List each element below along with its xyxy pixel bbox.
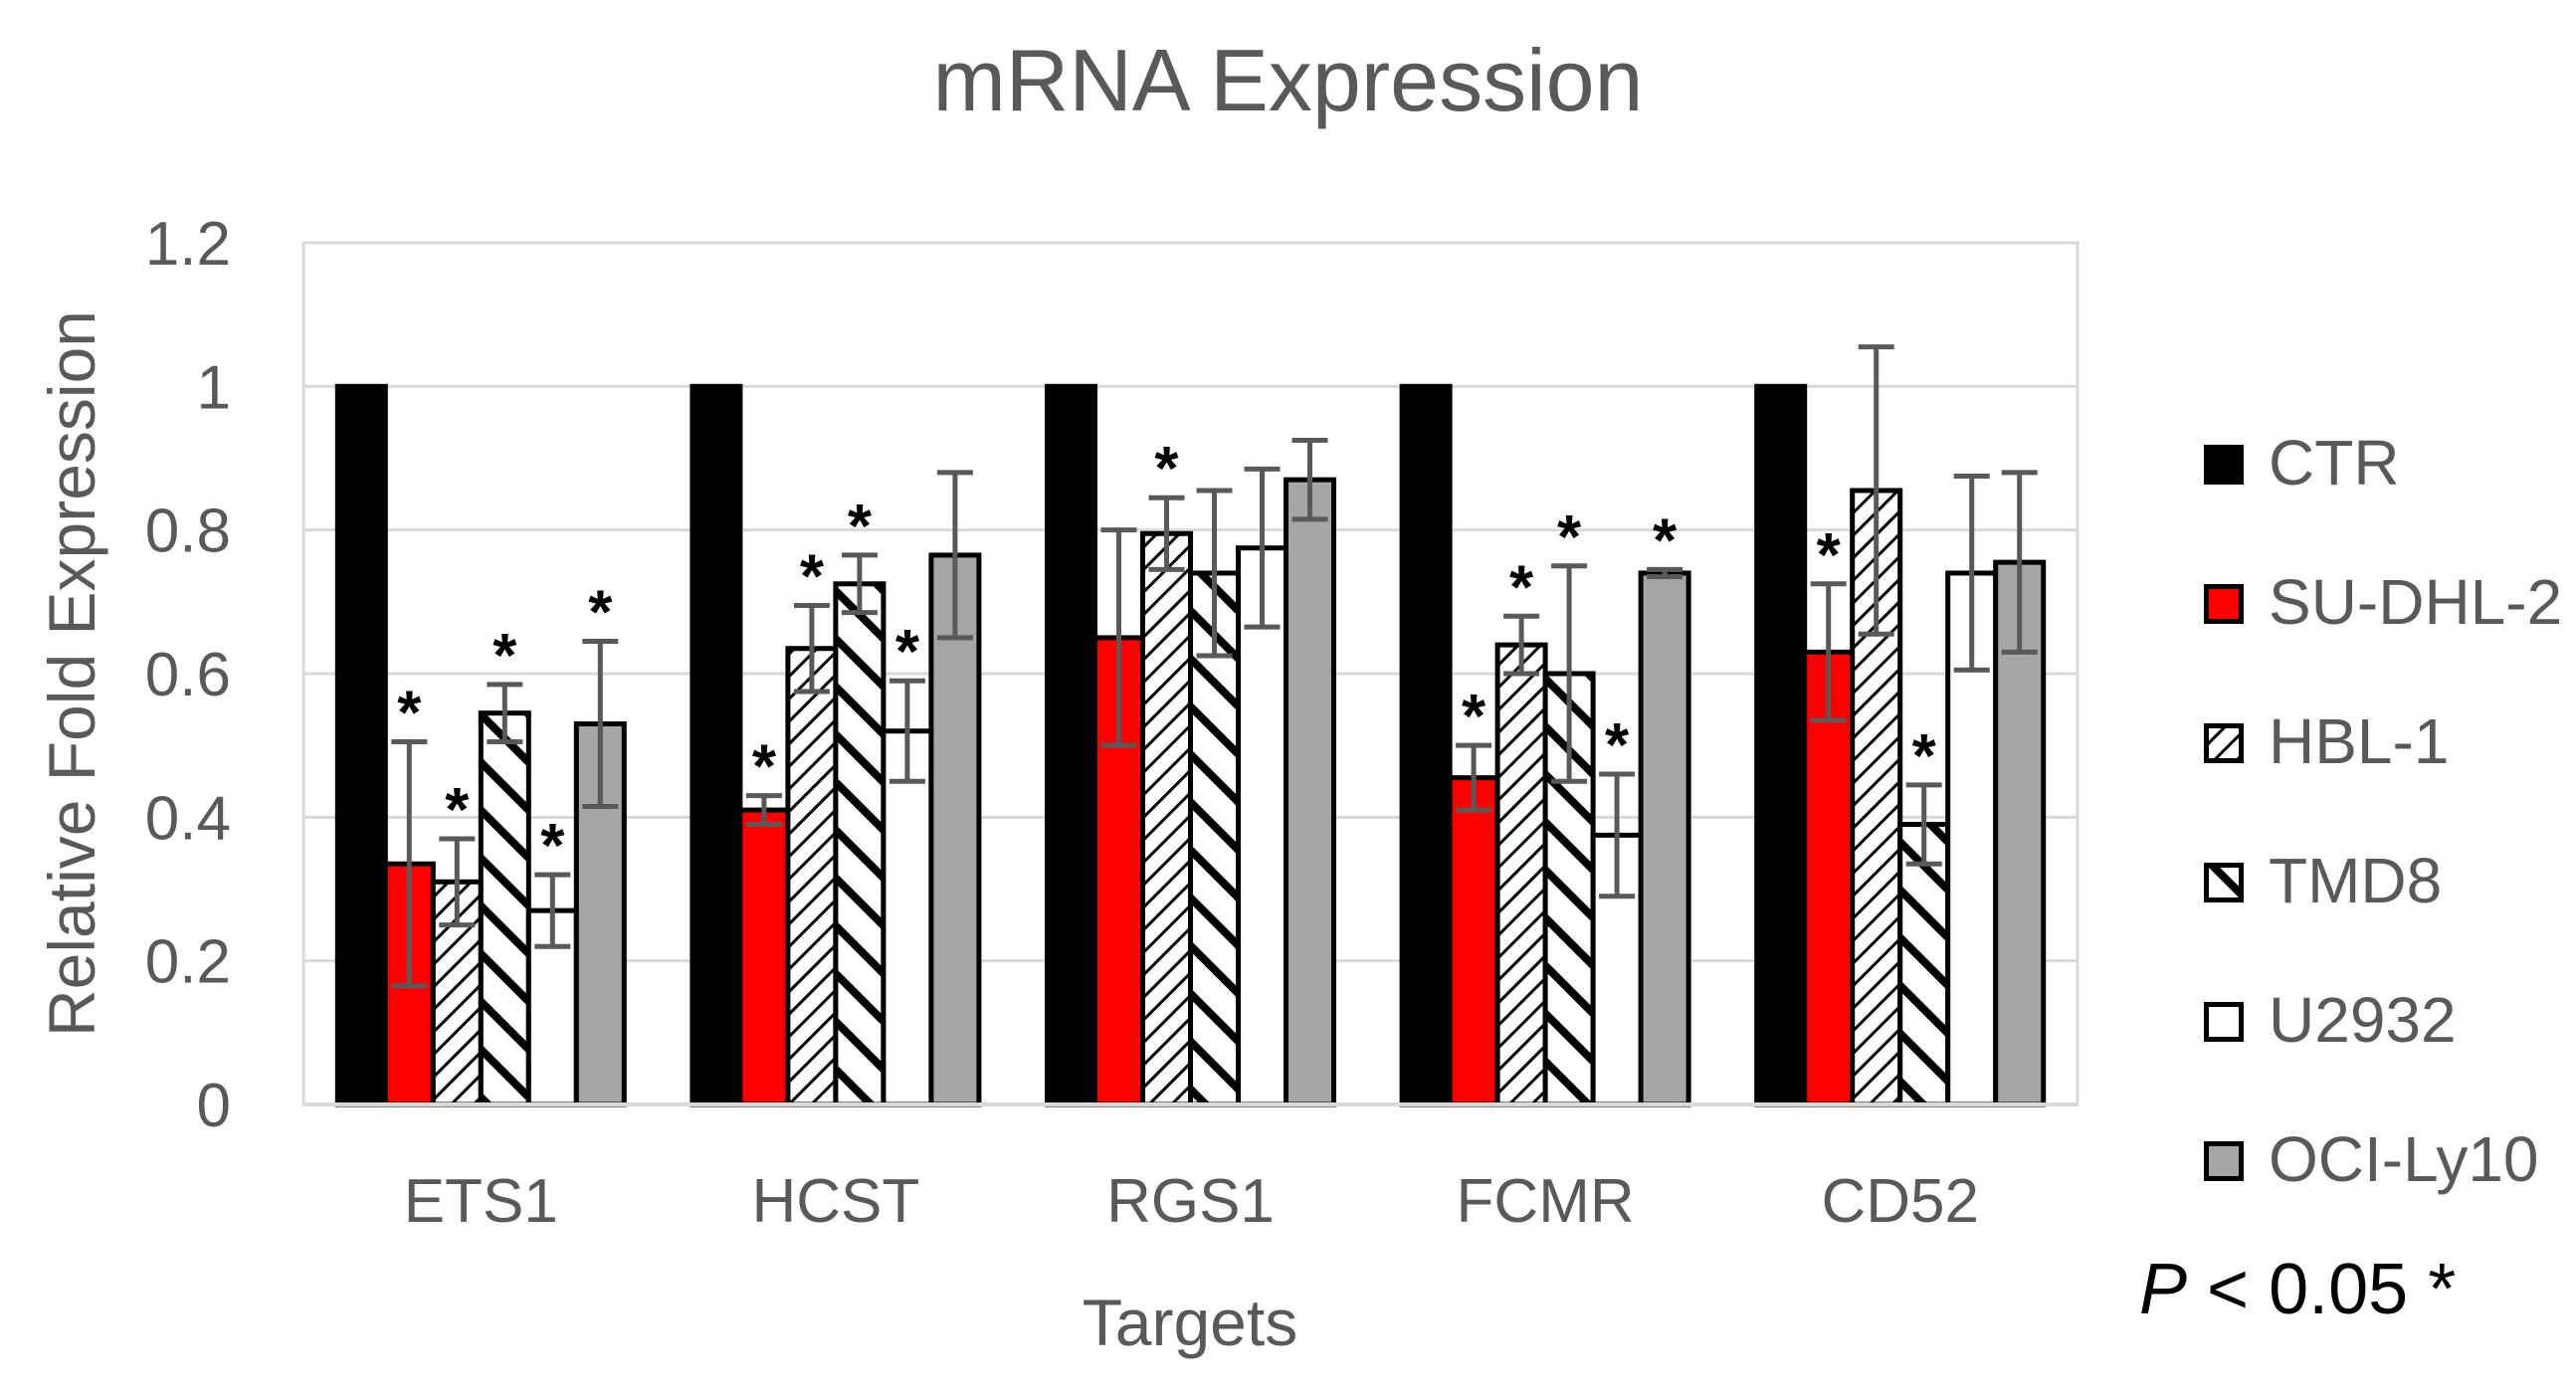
significance-star: * xyxy=(752,733,777,802)
legend-label: U2932 xyxy=(2269,984,2457,1056)
significance-star: * xyxy=(800,542,825,611)
bar xyxy=(881,728,934,1107)
legend-label: HBL-1 xyxy=(2269,705,2450,777)
bar xyxy=(334,383,388,1107)
chart-title: mRNA Expression xyxy=(932,31,1644,129)
significance-text: < 0.05 * xyxy=(2187,1250,2457,1329)
x-tick-label: CD52 xyxy=(1821,1167,1979,1236)
significance-star: * xyxy=(1462,683,1486,751)
significance-star: * xyxy=(1509,553,1534,622)
bar xyxy=(1447,775,1500,1107)
significance-star: * xyxy=(1653,506,1678,575)
legend-label: CTR xyxy=(2269,427,2400,498)
significance-note: P < 0.05 * xyxy=(2139,1249,2456,1330)
bar xyxy=(1140,530,1193,1107)
y-tick-label: 1.2 xyxy=(145,210,231,279)
x-tick-label: HCST xyxy=(752,1167,920,1236)
bar xyxy=(1590,832,1644,1107)
bar xyxy=(1045,383,1097,1107)
significance-star: * xyxy=(1817,521,1842,590)
y-tick-label: 0.4 xyxy=(145,784,231,853)
significance-star: * xyxy=(493,622,517,691)
significance-star: * xyxy=(848,493,873,561)
legend-swatch xyxy=(2204,445,2244,485)
x-tick-label: RGS1 xyxy=(1106,1167,1275,1236)
bar xyxy=(1399,383,1453,1107)
bar xyxy=(833,581,887,1107)
bar xyxy=(1638,570,1691,1107)
legend-swatch xyxy=(2204,1141,2244,1181)
significance-star: * xyxy=(895,618,920,687)
y-tick-label: 0.2 xyxy=(145,928,231,997)
legend-swatch xyxy=(2204,863,2244,902)
bar xyxy=(690,383,743,1107)
bar xyxy=(785,646,839,1107)
legend-label: SU-DHL-2 xyxy=(2269,566,2563,638)
y-tick-label: 1 xyxy=(197,353,231,422)
bar xyxy=(1754,383,1808,1107)
bar xyxy=(478,710,531,1107)
significance-star: * xyxy=(445,776,470,845)
significance-star: * xyxy=(540,812,565,881)
y-tick-label: 0.8 xyxy=(145,498,231,566)
significance-star: * xyxy=(1154,435,1179,503)
bar xyxy=(1284,477,1336,1107)
significance-star: * xyxy=(1557,503,1582,572)
legend-label: OCI-Ly10 xyxy=(2269,1123,2539,1195)
x-axis-title: Targets xyxy=(1083,1286,1297,1359)
y-tick-label: 0 xyxy=(197,1072,231,1140)
p-symbol: P xyxy=(2139,1250,2188,1329)
x-tick-label: FCMR xyxy=(1457,1167,1635,1236)
legend-swatch xyxy=(2204,584,2244,624)
significance-star: * xyxy=(397,680,422,748)
significance-star: * xyxy=(1912,722,1937,791)
significance-star: * xyxy=(1605,711,1630,780)
bar xyxy=(1236,545,1288,1107)
bar xyxy=(1897,822,1951,1107)
legend-swatch xyxy=(2204,1002,2244,1042)
bar xyxy=(737,807,791,1107)
legend-swatch xyxy=(2204,723,2244,763)
x-tick-label: ETS1 xyxy=(404,1167,558,1236)
bar xyxy=(1494,642,1548,1107)
significance-star: * xyxy=(588,579,613,648)
y-tick-label: 0.6 xyxy=(145,641,231,709)
bar xyxy=(928,552,982,1107)
y-axis-title: Relative Fold Expression xyxy=(35,310,108,1037)
legend-label: TMD8 xyxy=(2269,845,2443,916)
